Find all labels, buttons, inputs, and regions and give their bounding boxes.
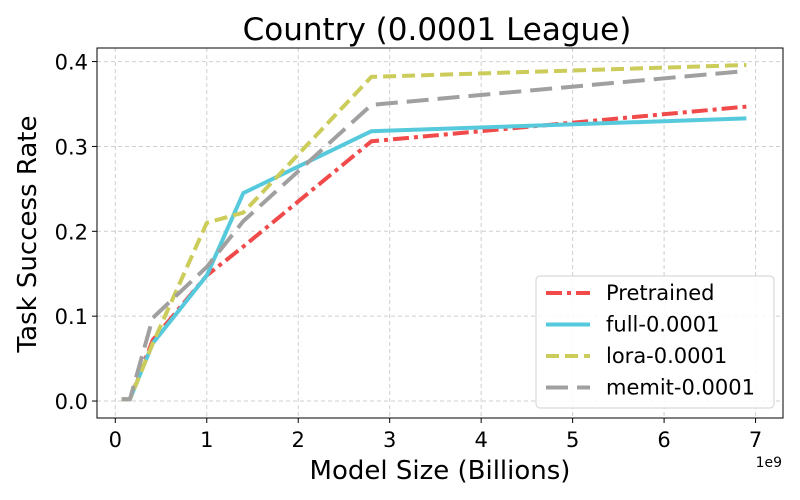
axes-frame <box>96 47 784 419</box>
x-tick-label: 5 <box>566 428 579 452</box>
series-layer <box>121 63 747 402</box>
y-tick-label: 0.3 <box>55 135 88 159</box>
x-tick-label: 7 <box>749 428 762 452</box>
x-tick-label: 4 <box>474 428 487 452</box>
x-tick-label: 2 <box>292 428 305 452</box>
x-tick-label: 6 <box>657 428 670 452</box>
legend: Pretrained full-0.0001 lora-0.0001 memit-0.… <box>535 275 775 409</box>
y-axis-label: Task Success Rate <box>13 116 43 354</box>
y-tick-label: 0.2 <box>55 220 88 244</box>
chart-title: Country (0.0001 League) <box>243 12 632 48</box>
x-axis-label: Model Size (Billions) <box>310 456 571 486</box>
x-axis-offset-label: 1e9 <box>756 455 782 471</box>
legend-label: Pretrained <box>606 281 715 305</box>
series-line-memit-0.0001 <box>121 68 747 402</box>
legend-label: memit-0.0001 <box>606 376 755 400</box>
x-tick-label: 1 <box>200 428 213 452</box>
tick-marks: 0 1 2 3 4 5 6 7 0.0 0.1 0.2 0.3 0.4 <box>55 51 763 452</box>
y-tick-label: 0.4 <box>55 51 88 75</box>
x-tick-label: 0 <box>109 428 122 452</box>
legend-box <box>535 275 775 409</box>
y-tick-label: 0.0 <box>55 390 88 414</box>
y-tick-label: 0.1 <box>55 305 88 329</box>
x-tick-label: 3 <box>383 428 396 452</box>
legend-label: lora-0.0001 <box>606 344 727 368</box>
legend-label: full-0.0001 <box>606 313 719 337</box>
